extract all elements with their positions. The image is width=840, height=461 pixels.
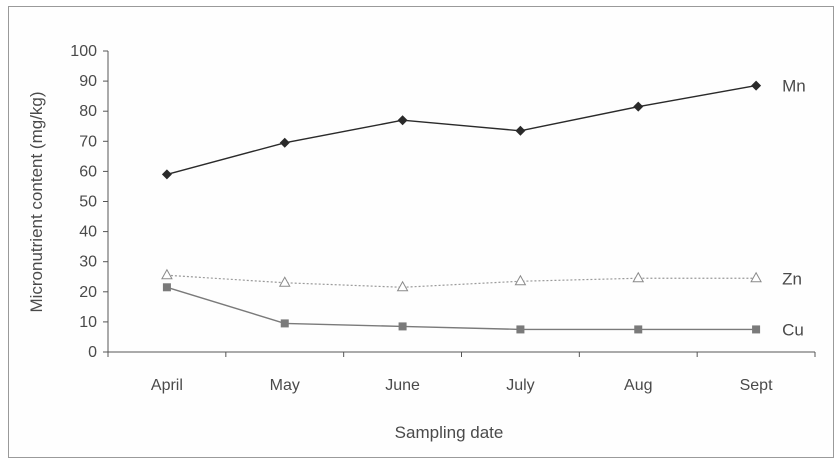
series-zn: Zn xyxy=(161,268,802,292)
data-point-mn xyxy=(515,125,526,136)
x-tick-label: May xyxy=(270,377,300,394)
data-point-zn xyxy=(161,268,173,280)
x-tick-label: April xyxy=(151,377,183,394)
data-point-zn xyxy=(396,280,409,292)
x-tick-label: Aug xyxy=(624,377,652,394)
series-label-mn: Mn xyxy=(782,77,806,96)
data-point-zn xyxy=(632,271,645,283)
y-tick-label: 80 xyxy=(79,103,97,120)
data-point-mn xyxy=(161,169,172,180)
data-point-cu xyxy=(280,319,289,328)
data-point-cu xyxy=(162,283,171,292)
data-point-mn xyxy=(397,115,408,126)
series-layer: Mn Zn Cu xyxy=(161,77,806,339)
series-line-cu xyxy=(166,286,757,331)
data-point-zn xyxy=(750,271,762,283)
y-tick-label: 70 xyxy=(79,133,97,150)
data-point-cu xyxy=(634,325,643,334)
x-tick-label: July xyxy=(506,377,534,394)
y-tick-label: 0 xyxy=(88,344,97,361)
y-tick-label: 20 xyxy=(79,284,97,301)
data-point-zn xyxy=(278,276,291,287)
series-label-cu: Cu xyxy=(782,320,804,339)
data-point-cu xyxy=(516,325,525,334)
data-point-cu xyxy=(398,322,407,331)
y-axis: 0 10 20 30 40 50 60 70 80 90 100 xyxy=(70,43,109,361)
x-axis: April May June July Aug Sept xyxy=(107,351,816,394)
y-tick-label: 10 xyxy=(79,314,97,331)
x-axis-title: Sampling date xyxy=(395,423,504,442)
y-tick-label: 90 xyxy=(79,73,97,90)
x-tick-label: June xyxy=(385,377,420,394)
series-cu: Cu xyxy=(162,283,804,339)
chart-frame xyxy=(8,6,834,458)
data-point-mn xyxy=(633,101,644,112)
x-tick-label: Sept xyxy=(740,377,773,394)
y-tick-label: 100 xyxy=(70,43,97,60)
data-point-zn xyxy=(514,274,527,286)
y-tick-label: 60 xyxy=(79,163,97,180)
y-tick-label: 30 xyxy=(79,254,97,271)
data-point-cu xyxy=(752,325,761,334)
series-line-zn xyxy=(166,274,757,288)
y-tick-label: 50 xyxy=(79,194,97,211)
series-label-zn: Zn xyxy=(782,269,802,288)
data-point-mn xyxy=(279,137,290,148)
series-mn: Mn xyxy=(161,77,806,180)
y-tick-label: 40 xyxy=(79,224,97,241)
y-axis-title: Micronutrient content (mg/kg) xyxy=(27,91,46,312)
series-line-mn xyxy=(166,84,757,176)
data-point-mn xyxy=(751,80,762,91)
